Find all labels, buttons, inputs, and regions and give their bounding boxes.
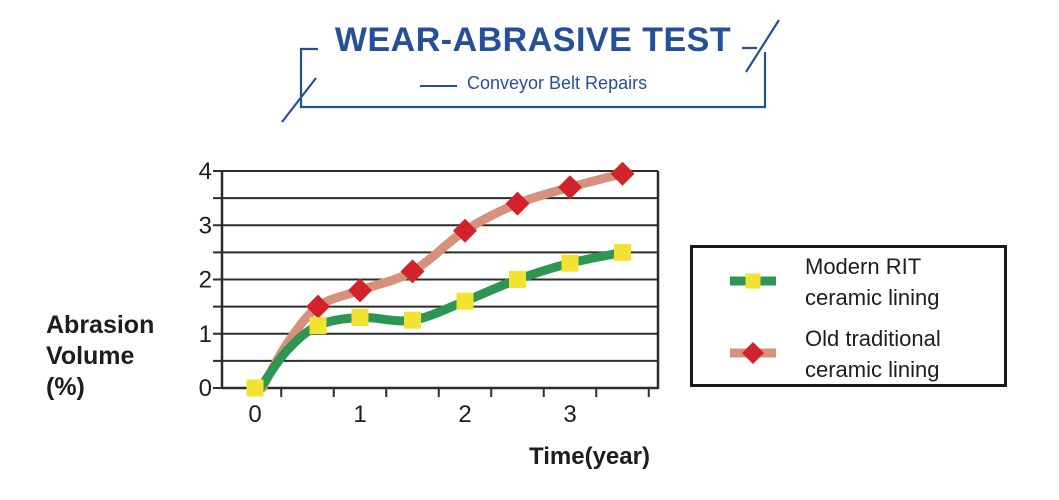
title-frame-slash-bottom-left — [281, 77, 317, 123]
x-axis-title: Time(year) — [529, 443, 650, 470]
y-axis-title-line: Abrasion — [46, 311, 155, 339]
legend-item-modern-rit: Modern RIT ceramic lining — [693, 248, 1004, 314]
page-title: WEAR-ABRASIVE TEST — [334, 21, 732, 59]
data-point-square-marker — [351, 309, 369, 326]
legend-item-old-traditional: Old traditional ceramic lining — [693, 320, 1004, 386]
legend-label-line: ceramic lining — [805, 285, 940, 310]
legend-swatch-diamond-marker — [730, 342, 776, 364]
series-line-diamond — [257, 169, 627, 393]
data-point-diamond-marker — [306, 294, 330, 319]
title-frame-box — [299, 46, 767, 109]
y-axis-title: Abrasion Volume (%) — [46, 310, 154, 403]
data-point-diamond-marker — [453, 218, 477, 243]
x-tick-label: 0 — [248, 401, 261, 428]
data-point-square-marker — [614, 243, 631, 261]
data-point-diamond-marker — [558, 175, 582, 200]
legend-label: Modern RIT ceramic lining — [805, 251, 940, 313]
data-point-diamond-marker — [505, 191, 530, 216]
data-point-square-marker — [309, 317, 327, 335]
data-point-diamond-marker — [348, 278, 372, 303]
y-tick-label: 4 — [199, 158, 212, 185]
x-tick-label: 1 — [353, 401, 366, 428]
legend-label-line: Modern RIT — [805, 254, 922, 279]
data-point-square-marker — [456, 292, 474, 310]
data-point-diamond-marker — [610, 161, 635, 186]
x-tick-label: 3 — [563, 401, 576, 428]
data-point-diamond-marker — [400, 259, 425, 284]
data-point-square-marker — [509, 271, 526, 288]
y-tick-label: 3 — [199, 212, 212, 239]
y-tick-label: 0 — [199, 375, 212, 402]
legend-diamond-marker — [742, 342, 764, 364]
page-subtitle: Conveyor Belt Repairs — [467, 73, 648, 93]
x-tick-label: 2 — [458, 401, 471, 428]
data-point-square-marker — [561, 254, 579, 272]
legend-label: Old traditional ceramic lining — [805, 323, 941, 385]
legend-swatch-square-marker — [730, 273, 776, 289]
y-axis-title-line: (%) — [46, 373, 85, 401]
y-tick-label: 2 — [199, 267, 212, 294]
data-point-square-marker — [246, 379, 264, 397]
legend: Modern RIT ceramic lining Old traditiona… — [690, 245, 1007, 387]
y-axis-title-line: Volume — [46, 342, 135, 370]
title-frame-slash-top-right — [745, 19, 780, 73]
legend-label-line: ceramic lining — [805, 357, 940, 382]
y-tick-label: 1 — [199, 321, 212, 348]
legend-label-line: Old traditional — [805, 326, 941, 351]
data-point-square-marker — [404, 311, 421, 329]
legend-square-marker — [745, 273, 761, 289]
